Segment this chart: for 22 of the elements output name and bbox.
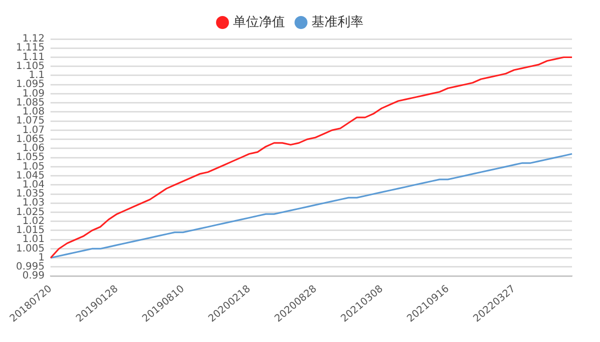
y-tick-label: 1	[38, 252, 45, 264]
y-tick-label: 1.07	[22, 124, 45, 136]
y-tick-label: 1.085	[16, 97, 45, 108]
y-tick-label: 1.02	[22, 216, 45, 227]
y-tick-label: 1.01	[22, 234, 45, 246]
y-tick-label: 1.075	[16, 116, 45, 127]
y-tick-label: 1.115	[16, 42, 45, 54]
y-tick-label: 1.11	[22, 52, 45, 63]
y-tick-label: 1.05	[22, 161, 45, 172]
y-tick-label: 1.03	[22, 198, 45, 209]
y-tick-label: 1.065	[16, 134, 45, 145]
y-tick-label: 1.09	[22, 88, 45, 100]
y-tick-label: 1.055	[16, 152, 45, 164]
y-tick-label: 1.04	[22, 179, 45, 190]
y-tick-label: 1.105	[16, 60, 45, 72]
y-tick-label: 1.095	[16, 79, 45, 90]
legend-label: 基准利率	[312, 14, 364, 30]
y-tick-label: 1.045	[16, 170, 45, 182]
y-tick-label: 1.005	[16, 243, 45, 254]
y-tick-label: 1.025	[16, 206, 45, 218]
y-tick-label: 0.99	[22, 270, 45, 282]
legend-label: 单位净值	[233, 14, 285, 30]
